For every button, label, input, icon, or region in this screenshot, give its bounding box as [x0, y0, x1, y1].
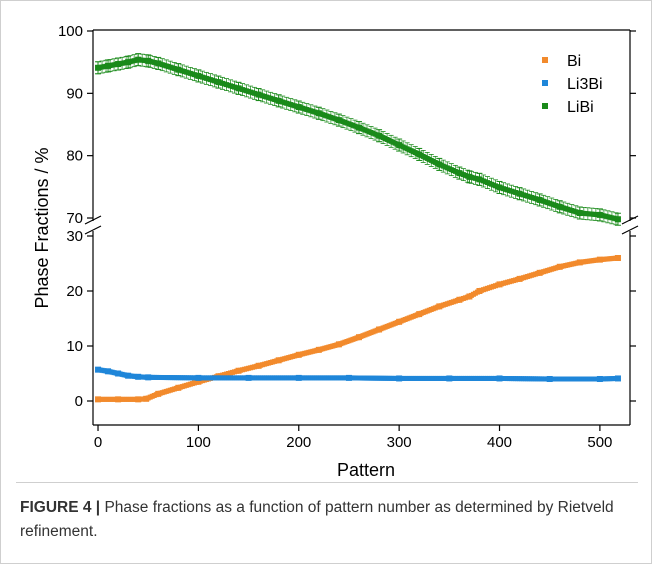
data-point	[615, 375, 621, 381]
caption-text: Phase fractions as a function of pattern…	[20, 499, 614, 540]
legend-label-bi: Bi	[567, 53, 581, 70]
series-libi	[95, 53, 621, 226]
legend-swatch-bi	[542, 57, 548, 63]
x-tick-label: 500	[587, 434, 612, 451]
y-tick-label: 70	[66, 210, 83, 227]
axis-break-mark-left-upper	[84, 215, 102, 225]
x-tick-label: 100	[186, 434, 211, 451]
y-tick-label: 90	[66, 85, 83, 102]
figure-caption: FIGURE 4 | Phase fractions as a function…	[20, 496, 640, 544]
y-tick-label: 30	[66, 228, 83, 245]
data-point	[615, 216, 621, 222]
legend-swatch-libi	[542, 103, 548, 109]
axis-break-mark-right-lower	[621, 225, 639, 235]
y-tick-label: 20	[66, 283, 83, 300]
axis-break-mark-right-upper	[621, 215, 639, 225]
series-li3bi	[95, 366, 621, 382]
legend-label-li3bi: Li3Bi	[567, 76, 603, 93]
legend-label-libi: LiBi	[567, 99, 594, 116]
y-tick-label: 0	[75, 393, 83, 410]
figure-label: FIGURE 4 |	[20, 499, 101, 516]
y-tick-label: 100	[58, 23, 83, 40]
data-point	[615, 255, 621, 261]
x-tick-label: 200	[286, 434, 311, 451]
legend: Bi Li3Bi LiBi	[542, 53, 603, 116]
legend-swatch-li3bi	[542, 80, 548, 86]
caption-divider	[16, 482, 638, 483]
x-tick-label: 0	[94, 434, 102, 451]
x-axis-label: Pattern	[337, 460, 395, 480]
axis-break-mark-left-lower	[84, 225, 102, 235]
y-tick-label: 10	[66, 338, 83, 355]
x-tick-label: 300	[387, 434, 412, 451]
x-tick-label: 400	[487, 434, 512, 451]
y-axis-label: Phase Fractions / %	[32, 147, 52, 308]
y-tick-label: 80	[66, 148, 83, 165]
data-points	[95, 53, 621, 403]
